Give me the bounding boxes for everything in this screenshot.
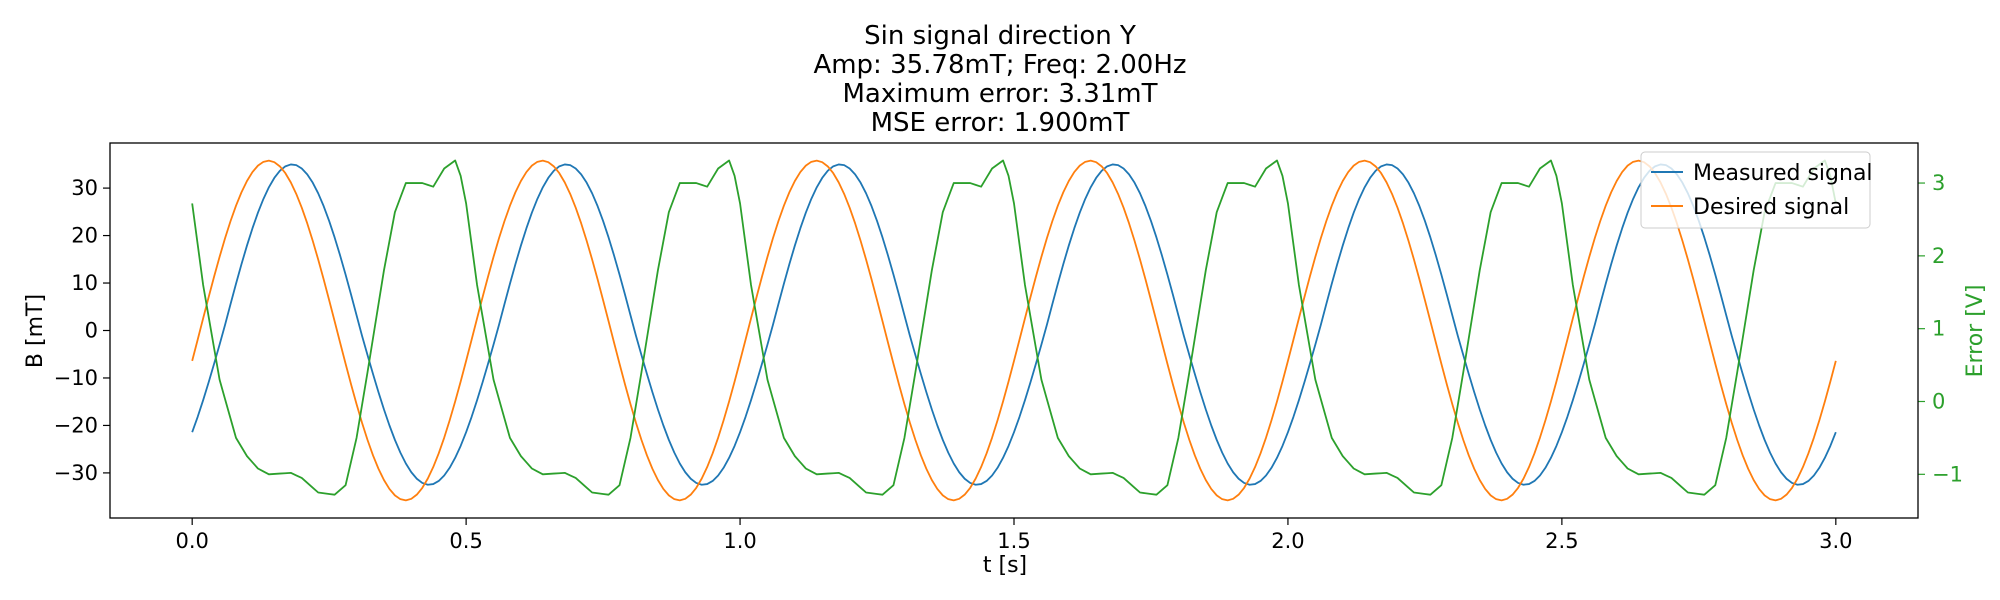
x-tick-label: 2.0 [1271,529,1304,553]
chart-title-line-2: Amp: 35.78mT; Freq: 2.00Hz [813,50,1186,80]
y-axis-label: B [mT] [23,294,48,368]
plot-frame [109,142,1919,519]
series-layer [191,159,1837,502]
y2-tick-label: 1 [1932,317,1945,341]
x-tick-label: 2.5 [1545,529,1578,553]
x-tick-label: 0.0 [175,529,208,553]
x-tick-label: 1.5 [997,529,1030,553]
y-tick-label: −10 [54,366,98,390]
series-line-error [191,159,1837,496]
chart-title-line-1: Sin signal direction Y [864,21,1136,51]
y2-tick-label: 2 [1932,244,1945,268]
ticks-layer: 0.0 0.5 1.0 1.5 2.0 2.5 3.03020100−10−20−30321… [54,171,1963,553]
chart-title-line-3: Maximum error: 3.31mT [843,79,1158,109]
x-axis-label: t [s] [983,553,1027,578]
y2-axis-label: Error [V] [1963,285,1988,378]
y-tick-label: 30 [71,176,98,200]
x-tick-label: 1.0 [723,529,756,553]
y-tick-label: 20 [71,224,98,248]
y-tick-label: −20 [54,413,98,437]
y-tick-label: 0 [85,319,98,343]
y2-tick-label: 0 [1932,389,1945,413]
y-tick-label: −30 [54,461,98,485]
series-line-measured-signal [191,163,1837,486]
chart-title-line-4: MSE error: 1.900mT [871,108,1130,138]
y-tick-label: 10 [71,271,98,295]
x-tick-label: 3.0 [1819,529,1852,553]
legend-box [1640,151,1871,229]
y2-tick-label: −1 [1932,462,1963,486]
legend: Measured signal Desired signal [1640,151,1873,229]
legend-label-measured: Measured signal [1693,161,1873,186]
legend-label-desired: Desired signal [1693,195,1849,220]
series-line-desired-signal [191,159,1837,502]
x-tick-label: 0.5 [449,529,482,553]
y2-tick-label: 3 [1932,171,1945,195]
